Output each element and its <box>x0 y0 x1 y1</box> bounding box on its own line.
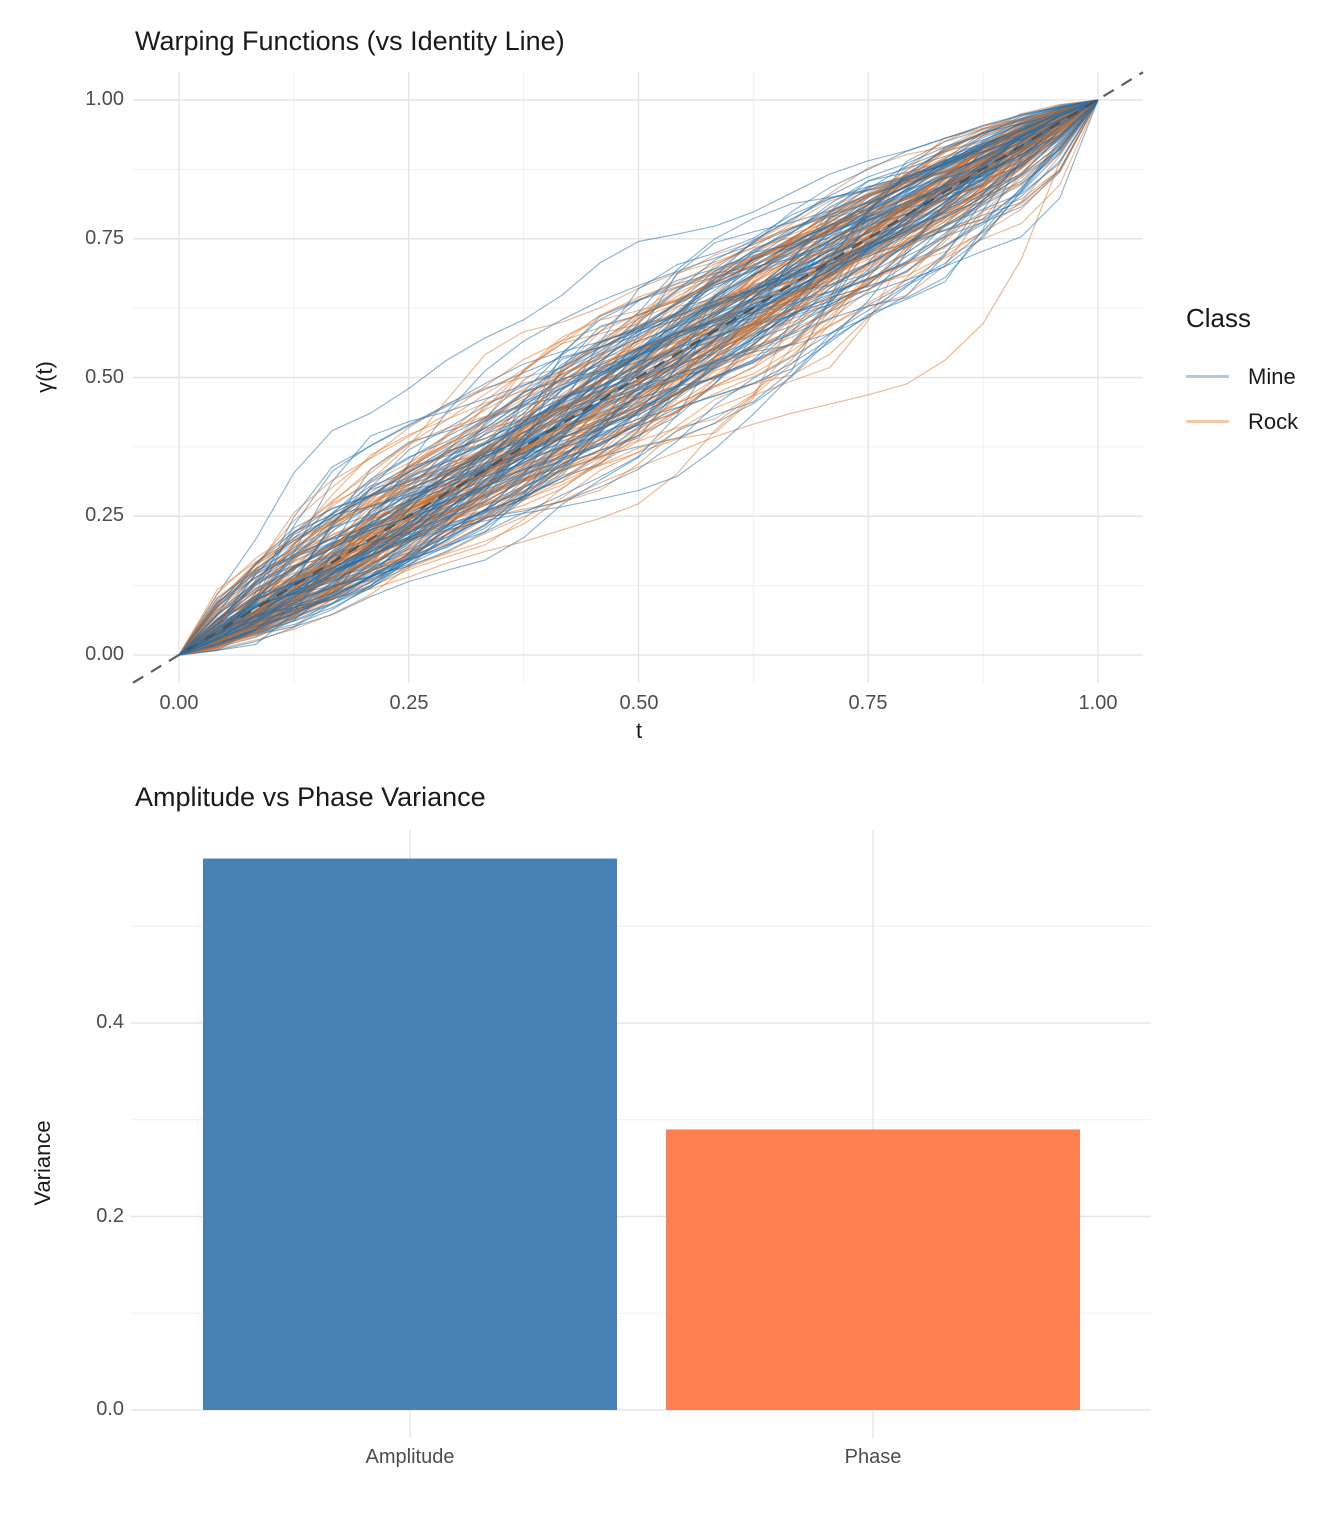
category-label-amplitude: Amplitude <box>365 1446 455 1468</box>
y-tick-label: 0.2 <box>96 1205 124 1228</box>
x-tick-label: 0.25 <box>389 692 429 714</box>
legend-title: Class <box>1186 303 1252 333</box>
warp-curve-rock <box>178 99 1099 656</box>
identity-line <box>132 71 1144 684</box>
legend-key-rock-line <box>1186 420 1229 423</box>
y-tick-label: 0.25 <box>85 504 124 527</box>
bar-amplitude <box>203 858 617 1410</box>
category-label-phase: Phase <box>844 1446 902 1468</box>
warp-curve-mine <box>178 99 1099 656</box>
warp-curve-rock <box>178 99 1099 656</box>
y-tick-label: 0.00 <box>85 643 124 666</box>
warp-curve-mine <box>178 99 1099 656</box>
warp-curve-rock <box>178 99 1099 656</box>
legend: Class Mine Rock <box>1186 302 1298 444</box>
warp-curve-rock <box>178 99 1099 656</box>
x-tick-label: 1.00 <box>1078 692 1118 714</box>
legend-key-mine-line <box>1186 375 1229 378</box>
warp-curve-mine <box>178 99 1099 656</box>
y-tick-label: 0.75 <box>85 227 124 250</box>
warp-curve-mine <box>178 99 1099 656</box>
warp-curve-mine <box>178 99 1099 656</box>
y-tick-label: 0.0 <box>96 1398 124 1421</box>
warp-curve-rock <box>178 99 1099 656</box>
x-tick-label: 0.00 <box>159 692 199 714</box>
y-tick-label: 0.50 <box>85 366 124 389</box>
x-tick-label: 0.75 <box>848 692 888 714</box>
bottom-chart-title: Amplitude vs Phase Variance <box>135 782 486 812</box>
warp-curve-mine <box>178 99 1099 656</box>
warp-curve-mine <box>178 99 1099 656</box>
warp-curve-mine <box>178 99 1099 656</box>
bar-phase <box>666 1129 1080 1410</box>
y-tick-label: 0.4 <box>96 1011 124 1034</box>
warp-curve-mine <box>178 99 1099 656</box>
warp-curve-rock <box>178 99 1099 656</box>
legend-entry-rock: Rock <box>1186 399 1298 444</box>
top-chart-title: Warping Functions (vs Identity Line) <box>135 26 565 56</box>
y-tick-label: 1.00 <box>85 88 124 111</box>
x-tick-label: 0.50 <box>619 692 659 714</box>
warp-curve-rock <box>178 99 1099 656</box>
warp-curve-rock <box>178 99 1099 656</box>
warp-curve-mine <box>178 99 1099 656</box>
legend-label-rock: Rock <box>1248 408 1299 434</box>
legend-entry-mine: Mine <box>1186 354 1298 399</box>
warp-curve-mine <box>178 99 1099 656</box>
warp-curve-rock <box>178 99 1099 656</box>
legend-label-mine: Mine <box>1248 363 1296 389</box>
warp-curve-mine <box>178 99 1099 656</box>
warp-curve-mine <box>178 99 1099 656</box>
y-axis-title: Variance <box>30 1120 55 1206</box>
warp-curve-mine <box>178 99 1099 656</box>
warp-curve-mine <box>178 99 1099 656</box>
warp-curve-rock <box>178 99 1099 656</box>
warp-curve-mine <box>178 99 1099 656</box>
warp-curve-mine <box>178 99 1099 656</box>
warp-curve-mine <box>178 99 1099 656</box>
x-axis-title: t <box>635 718 643 743</box>
warp-curve-mine <box>178 99 1099 656</box>
y-axis-title: γ(t) <box>32 361 57 393</box>
